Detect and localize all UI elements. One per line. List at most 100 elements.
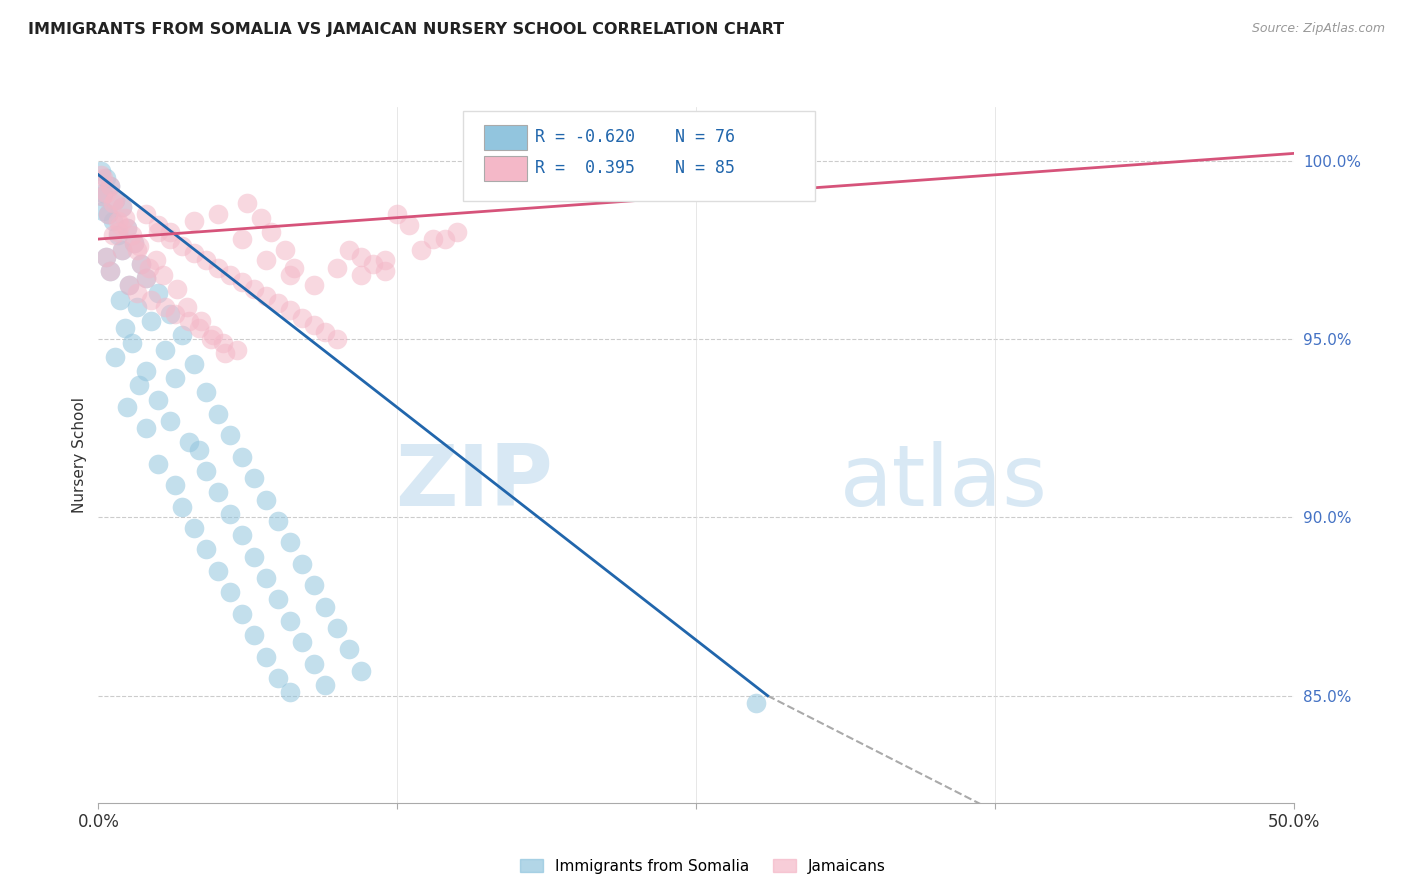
Point [226,343,249,357]
Point [107,225,129,239]
Point [326,332,349,346]
Text: Source: ZipAtlas.com: Source: ZipAtlas.com [1251,22,1385,36]
Point [315,325,337,339]
Point [131,257,153,271]
Point [98,178,122,193]
Point [172,328,194,343]
Point [131,257,153,271]
Point [339,243,360,257]
Point [118,278,141,293]
Point [115,221,138,235]
FancyBboxPatch shape [463,111,815,201]
Point [274,243,297,257]
Point [433,232,456,246]
Point [172,500,194,514]
Point [135,271,157,285]
Point [172,239,194,253]
Point [176,300,198,314]
Point [90,168,112,182]
Point [101,228,124,243]
Point [183,521,205,535]
Point [135,271,157,285]
Point [124,235,146,250]
Text: R = -0.620    N = 76: R = -0.620 N = 76 [534,128,734,146]
Point [243,628,266,642]
Point [94,250,117,264]
Point [145,253,167,268]
Point [118,278,141,293]
Point [155,300,177,314]
Point [207,407,229,421]
Point [98,264,122,278]
Point [97,207,120,221]
Point [194,385,218,400]
Text: R =  0.395    N = 85: R = 0.395 N = 85 [534,160,734,178]
Point [231,275,253,289]
Point [385,207,409,221]
Point [326,621,349,635]
Point [183,246,205,260]
Point [104,193,127,207]
Point [121,335,143,350]
Text: IMMIGRANTS FROM SOMALIA VS JAMAICAN NURSERY SCHOOL CORRELATION CHART: IMMIGRANTS FROM SOMALIA VS JAMAICAN NURS… [28,22,785,37]
Point [97,207,120,221]
Point [202,328,225,343]
Point [278,268,301,282]
Point [254,253,277,268]
Point [339,642,360,657]
Point [200,332,222,346]
Point [148,225,170,239]
Point [302,578,325,592]
Point [98,178,122,193]
Point [207,485,229,500]
Point [108,218,131,232]
Point [98,264,122,278]
Point [152,268,174,282]
Point [139,293,162,307]
Point [243,282,266,296]
Point [111,243,134,257]
Point [114,211,136,225]
Point [446,225,468,239]
Point [219,507,242,521]
Point [374,253,396,268]
Point [91,203,114,218]
Point [91,171,114,186]
Point [128,239,150,253]
Point [231,528,253,542]
Point [350,664,373,678]
Point [101,196,124,211]
Point [290,310,312,325]
Point [111,243,134,257]
Point [114,321,136,335]
Point [267,671,290,685]
Point [148,285,170,300]
Point [179,314,201,328]
Point [94,171,117,186]
Point [219,585,242,599]
Point [135,364,157,378]
Point [159,414,181,428]
Point [250,211,273,225]
Point [183,357,205,371]
Point [183,214,205,228]
Point [302,657,325,671]
Point [91,189,114,203]
Point [302,318,325,332]
Point [278,303,301,318]
Point [219,268,242,282]
Point [315,678,337,692]
Point [231,607,253,621]
Point [135,207,157,221]
Point [115,400,138,414]
Point [207,260,229,275]
Point [179,435,201,450]
Point [91,189,114,203]
Point [302,278,325,293]
Point [363,257,385,271]
Point [278,614,301,628]
Point [166,282,188,296]
Point [111,200,134,214]
Point [267,592,290,607]
Point [326,260,349,275]
